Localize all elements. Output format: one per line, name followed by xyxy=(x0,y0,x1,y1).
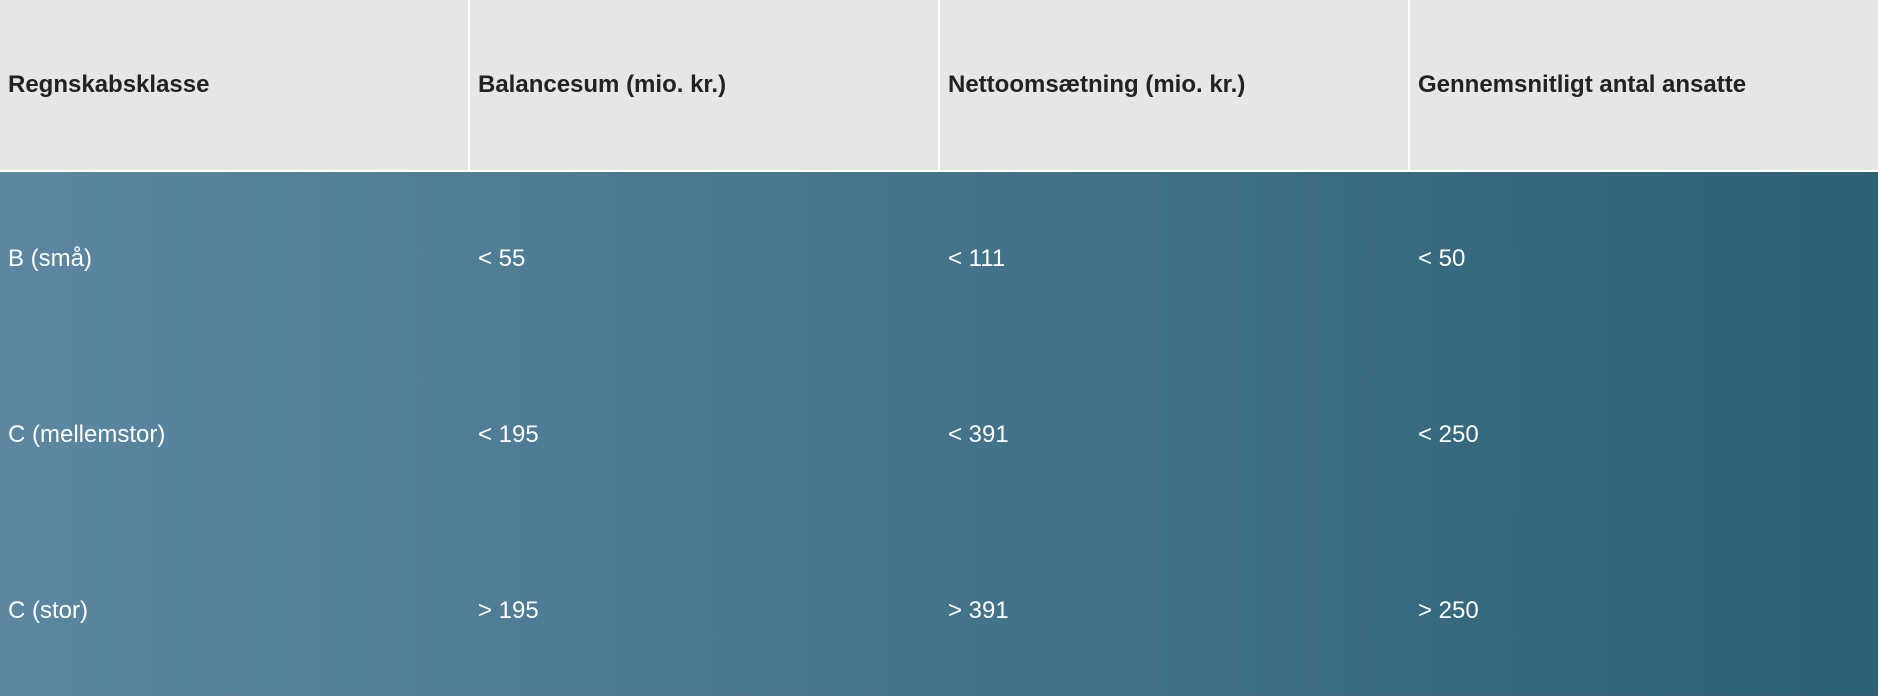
table-cell: < 195 xyxy=(478,421,539,448)
table-body-background xyxy=(0,172,1878,696)
table-cell: < 111 xyxy=(948,245,1006,272)
table-cell: C (stor) xyxy=(8,597,88,624)
table-cell: < 50 xyxy=(1418,245,1466,272)
table-cell: C (mellemstor) xyxy=(8,421,166,448)
table-cell: < 55 xyxy=(478,245,526,272)
header-cell: Balancesum (mio. kr.) xyxy=(470,0,938,170)
header-cell: Nettoomsætning (mio. kr.) xyxy=(940,0,1408,170)
table-cell: > 391 xyxy=(948,597,1009,624)
table-cell: < 250 xyxy=(1418,421,1479,448)
table-cell: B (små) xyxy=(8,245,92,272)
table-cell: > 195 xyxy=(478,597,539,624)
header-cell: Gennemsnitligt antal ansatte xyxy=(1410,0,1878,170)
table-cell: < 391 xyxy=(948,421,1009,448)
table-cell: > 250 xyxy=(1418,597,1479,624)
header-cell: Regnskabsklasse xyxy=(0,0,468,170)
